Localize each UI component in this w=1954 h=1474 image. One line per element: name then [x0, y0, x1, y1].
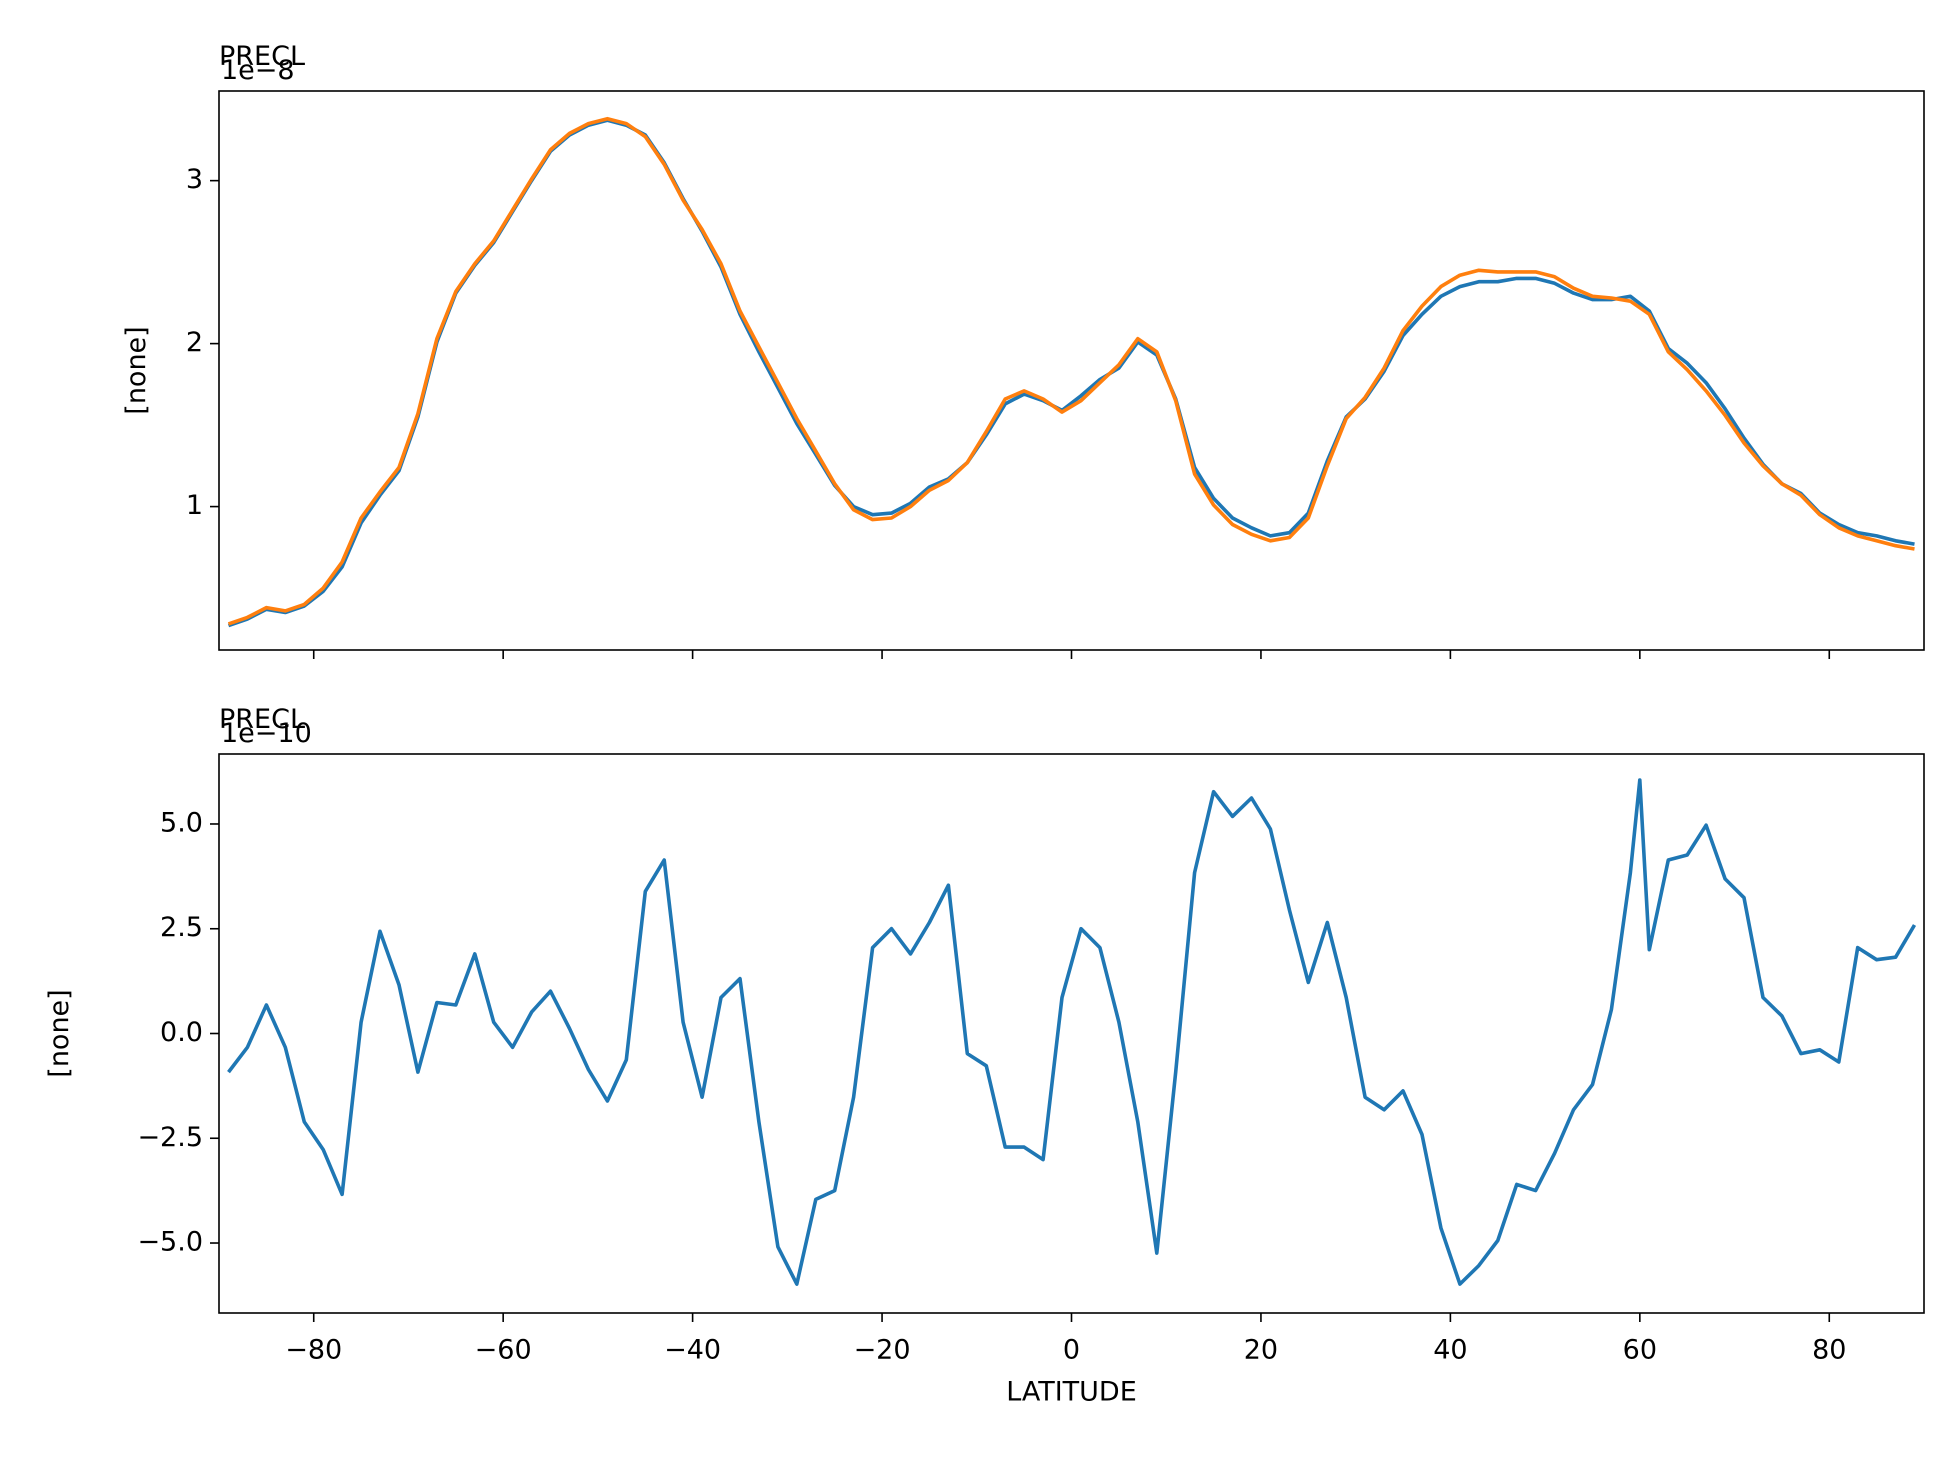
y-tick-label: 3 — [186, 164, 203, 195]
offset-label: 1e−8 — [221, 55, 295, 86]
data-line — [227, 116, 1915, 626]
x-tick-label: −80 — [285, 1335, 342, 1366]
y-tick-label: 2.5 — [160, 912, 203, 943]
x-axis-label: LATITUDE — [1006, 1377, 1137, 1408]
y-tick-label: 0.0 — [160, 1017, 203, 1048]
x-tick-label: −60 — [475, 1335, 532, 1366]
chart-title: PRECL — [219, 704, 305, 735]
axes-frame — [218, 90, 1925, 651]
axes-frame — [218, 753, 1925, 1314]
x-tick-label: −20 — [854, 1335, 911, 1366]
x-tick-label: 0 — [1063, 1335, 1080, 1366]
y-axis-label: [none] — [44, 989, 75, 1077]
x-tick-label: 80 — [1812, 1335, 1846, 1366]
x-tick-label: −40 — [664, 1335, 721, 1366]
offset-label: 1e−10 — [221, 718, 312, 749]
y-tick-label: 2 — [186, 327, 203, 358]
y-tick-label: −5.0 — [137, 1227, 203, 1258]
x-tick-label: 40 — [1433, 1335, 1467, 1366]
x-tick-label: 60 — [1623, 1335, 1657, 1366]
chart-title: PRECL — [219, 41, 305, 72]
data-line — [227, 778, 1917, 1286]
y-tick-label: −2.5 — [137, 1122, 203, 1153]
y-axis-label: [none] — [121, 326, 152, 414]
y-tick-label: 1 — [186, 490, 203, 521]
y-tick-label: 5.0 — [160, 807, 203, 838]
x-tick-label: 20 — [1244, 1335, 1278, 1366]
data-line — [227, 118, 1915, 628]
